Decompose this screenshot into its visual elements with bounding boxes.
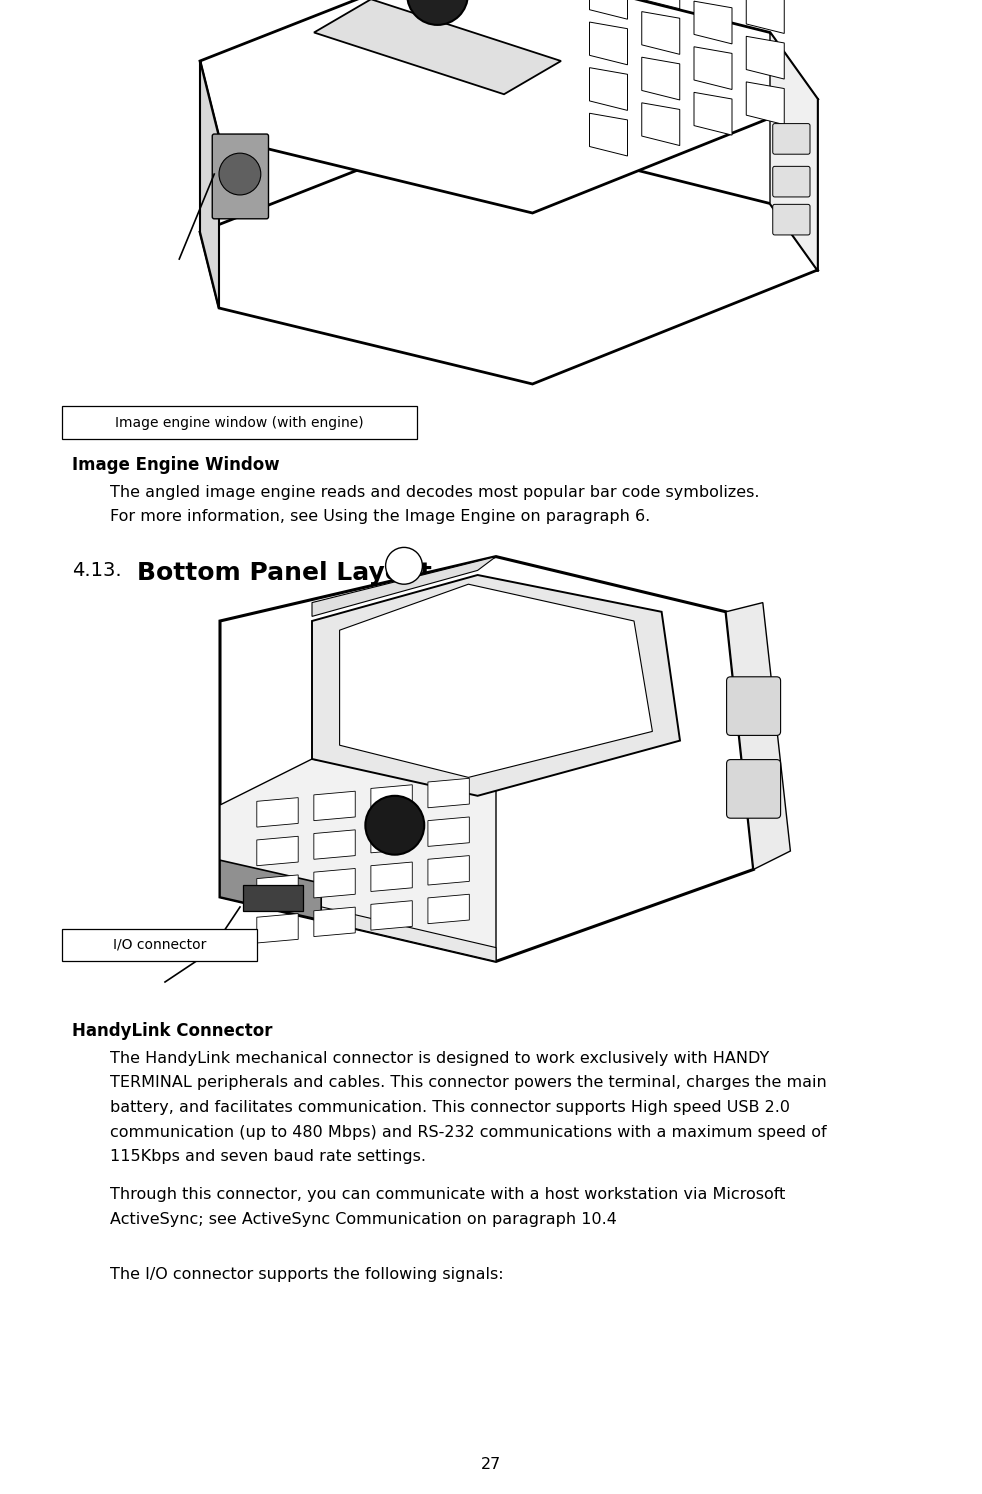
Text: battery, and facilitates communication. This connector supports High speed USB 2: battery, and facilitates communication. … — [110, 1100, 790, 1115]
Polygon shape — [589, 114, 627, 155]
FancyBboxPatch shape — [62, 929, 257, 961]
Polygon shape — [746, 82, 785, 124]
Polygon shape — [314, 907, 355, 937]
Circle shape — [408, 0, 467, 25]
Polygon shape — [312, 575, 680, 796]
Polygon shape — [312, 557, 496, 617]
Polygon shape — [257, 875, 299, 904]
Polygon shape — [220, 883, 496, 962]
Text: TERMINAL peripherals and cables. This connector powers the terminal, charges the: TERMINAL peripherals and cables. This co… — [110, 1076, 827, 1091]
FancyBboxPatch shape — [773, 166, 810, 197]
Polygon shape — [314, 868, 355, 898]
Text: Image engine window (with engine): Image engine window (with engine) — [115, 415, 363, 429]
Polygon shape — [694, 1, 732, 43]
Polygon shape — [314, 792, 355, 820]
Polygon shape — [746, 0, 785, 33]
Polygon shape — [200, 61, 219, 308]
Circle shape — [365, 796, 424, 855]
Text: 115Kbps and seven baud rate settings.: 115Kbps and seven baud rate settings. — [110, 1149, 426, 1164]
Polygon shape — [770, 33, 817, 270]
Polygon shape — [314, 829, 355, 859]
Polygon shape — [642, 0, 680, 9]
FancyBboxPatch shape — [243, 884, 302, 911]
Polygon shape — [428, 895, 469, 923]
Text: communication (up to 480 Mbps) and RS-232 communications with a maximum speed of: communication (up to 480 Mbps) and RS-23… — [110, 1125, 827, 1140]
Polygon shape — [371, 823, 412, 853]
FancyBboxPatch shape — [773, 124, 810, 154]
FancyBboxPatch shape — [773, 205, 810, 235]
Polygon shape — [257, 837, 299, 865]
FancyBboxPatch shape — [727, 759, 781, 819]
Polygon shape — [220, 759, 496, 962]
Polygon shape — [428, 778, 469, 808]
Text: ActiveSync; see ActiveSync Communication on paragraph 10.4: ActiveSync; see ActiveSync Communication… — [110, 1212, 617, 1227]
Polygon shape — [694, 93, 732, 134]
Text: I/O connector: I/O connector — [113, 938, 206, 952]
Polygon shape — [642, 57, 680, 100]
Text: Image Engine Window: Image Engine Window — [72, 456, 280, 474]
FancyBboxPatch shape — [62, 406, 417, 439]
Polygon shape — [726, 602, 791, 870]
Text: 4.13.: 4.13. — [72, 562, 122, 581]
Text: Through this connector, you can communicate with a host workstation via Microsof: Through this connector, you can communic… — [110, 1188, 786, 1203]
Polygon shape — [589, 22, 627, 64]
Polygon shape — [200, 127, 817, 384]
Polygon shape — [642, 103, 680, 145]
Polygon shape — [220, 861, 321, 920]
Text: For more information, see Using the Image Engine on paragraph 6.: For more information, see Using the Imag… — [110, 509, 650, 524]
Polygon shape — [428, 817, 469, 847]
Text: HandyLink Connector: HandyLink Connector — [72, 1022, 272, 1040]
Polygon shape — [257, 913, 299, 943]
Polygon shape — [200, 0, 817, 214]
Polygon shape — [371, 784, 412, 814]
Polygon shape — [428, 856, 469, 884]
Text: The angled image engine reads and decodes most popular bar code symbolizes.: The angled image engine reads and decode… — [110, 486, 759, 500]
Polygon shape — [746, 36, 785, 79]
Polygon shape — [257, 798, 299, 828]
Polygon shape — [371, 901, 412, 931]
Text: 27: 27 — [481, 1457, 501, 1472]
Polygon shape — [220, 557, 753, 962]
Polygon shape — [694, 46, 732, 90]
Text: The I/O connector supports the following signals:: The I/O connector supports the following… — [110, 1267, 504, 1282]
FancyBboxPatch shape — [212, 134, 268, 218]
Polygon shape — [589, 67, 627, 111]
Polygon shape — [340, 584, 652, 777]
Polygon shape — [642, 12, 680, 54]
Polygon shape — [371, 862, 412, 892]
FancyBboxPatch shape — [727, 677, 781, 735]
Circle shape — [386, 547, 422, 584]
Text: Bottom Panel Layout: Bottom Panel Layout — [137, 562, 432, 586]
Circle shape — [219, 154, 261, 194]
Polygon shape — [589, 0, 627, 19]
Text: The HandyLink mechanical connector is designed to work exclusively with HANDY: The HandyLink mechanical connector is de… — [110, 1050, 769, 1067]
Polygon shape — [314, 0, 561, 94]
